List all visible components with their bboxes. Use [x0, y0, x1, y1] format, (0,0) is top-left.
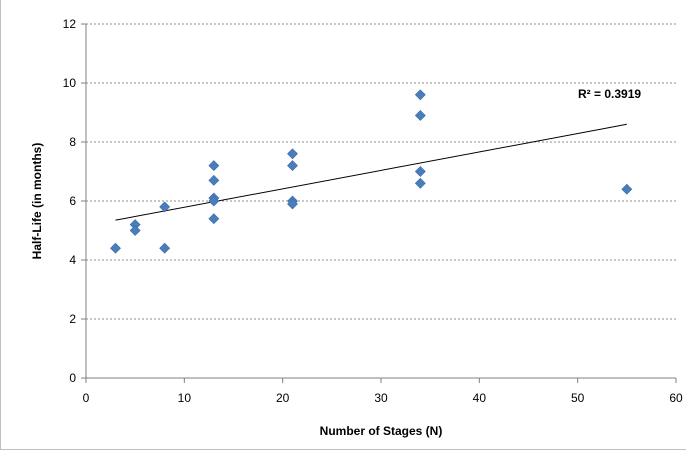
y-axis-title: Half-Life (in months): [30, 143, 44, 260]
data-points: [110, 89, 633, 254]
data-point: [208, 174, 220, 186]
data-point: [414, 166, 426, 177]
data-point: [621, 183, 633, 195]
x-tick-label: 0: [83, 391, 90, 405]
y-tick-label: 0: [69, 371, 76, 385]
x-tick-label: 60: [669, 391, 683, 405]
y-tick-label: 8: [69, 135, 76, 149]
axes: [81, 23, 677, 383]
trendline-layer: [115, 123, 627, 221]
gridlines: [86, 23, 676, 320]
data-point: [414, 110, 426, 121]
data-point: [129, 225, 141, 236]
trendline: [115, 123, 627, 221]
y-tick-label: 10: [63, 76, 77, 90]
x-axis-title: Number of Stages (N): [320, 424, 443, 438]
data-point: [414, 177, 426, 189]
y-tick-label: 6: [69, 194, 76, 208]
y-tick-label: 12: [63, 17, 77, 31]
data-point: [208, 213, 220, 225]
data-point: [110, 242, 121, 254]
data-point: [208, 195, 220, 207]
data-point: [287, 148, 298, 160]
data-point: [159, 201, 171, 213]
data-point: [159, 242, 171, 254]
tick-labels: 0 2 4 6 8 10 12 0 10 20 30 40 50 60: [63, 17, 683, 405]
y-tick-label: 2: [69, 312, 76, 326]
y-tick-label: 4: [69, 253, 76, 267]
r-squared-annotation: R² = 0.3919: [578, 87, 641, 101]
x-tick-label: 40: [473, 391, 487, 405]
data-point: [287, 160, 298, 172]
x-tick-label: 30: [374, 391, 388, 405]
x-tick-label: 10: [178, 391, 192, 405]
data-point: [208, 160, 220, 172]
x-tick-label: 50: [571, 391, 585, 405]
data-point: [414, 89, 426, 101]
x-tick-label: 20: [276, 391, 290, 405]
data-point: [287, 198, 298, 210]
